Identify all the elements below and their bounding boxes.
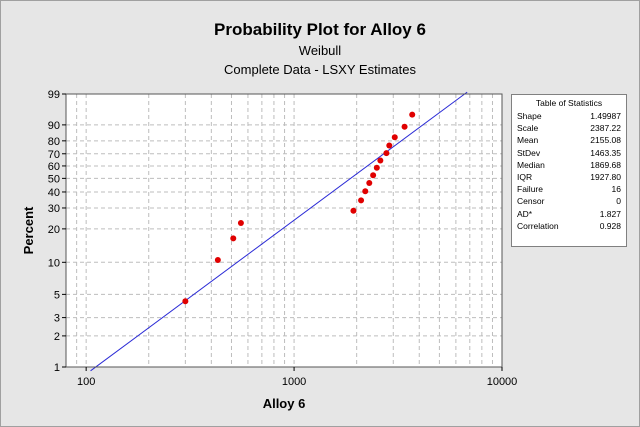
y-axis-title: Percent <box>21 206 36 254</box>
statistics-label: Mean <box>517 135 539 146</box>
statistics-row: Censor 0 <box>512 195 626 207</box>
chart-subtitle-method: Complete Data - LSXY Estimates <box>224 62 416 77</box>
statistics-row: Median 1869.68 <box>512 159 626 171</box>
y-tick-label: 50 <box>48 173 60 185</box>
statistics-table: Table of Statistics Shape 1.49987 Scale 238… <box>511 94 627 247</box>
plot-border <box>65 93 503 368</box>
data-point <box>366 179 373 186</box>
data-point <box>370 172 377 179</box>
x-tick-label: 1000 <box>282 376 306 388</box>
y-tick-label: 20 <box>48 224 60 236</box>
statistics-label: Shape <box>517 111 542 121</box>
data-point <box>401 123 408 130</box>
y-tick-label: 40 <box>48 187 60 199</box>
statistics-label: Median <box>517 159 545 170</box>
data-point <box>350 207 357 214</box>
y-tick-label: 2 <box>54 331 60 343</box>
statistics-value: 1463.35 <box>590 147 621 158</box>
statistics-value: 2155.08 <box>590 135 621 146</box>
statistics-value: 1927.80 <box>590 171 621 182</box>
y-tick-label: 3 <box>54 313 60 325</box>
data-point <box>409 111 416 118</box>
statistics-value: 1869.68 <box>590 159 621 170</box>
statistics-row: Shape 1.49987 <box>512 110 626 122</box>
y-tick-label: 80 <box>48 136 60 148</box>
y-tick-label: 10 <box>48 257 60 269</box>
statistics-row: Mean 2155.08 <box>512 134 626 146</box>
x-axis-title: Alloy 6 <box>263 396 306 411</box>
data-point <box>358 197 365 204</box>
data-point <box>373 164 380 171</box>
data-point <box>362 188 369 195</box>
statistics-value: 2387.22 <box>590 123 621 134</box>
statistics-label: StDev <box>517 147 541 158</box>
statistics-row: Scale 2387.22 <box>512 122 626 134</box>
y-tick-label: 30 <box>48 203 60 215</box>
chart-title: Probability Plot for Alloy 6 <box>214 20 426 39</box>
data-point <box>230 235 237 242</box>
fitted-line <box>90 91 468 372</box>
statistics-label: AD* <box>517 208 533 219</box>
statistics-label: Correlation <box>517 220 559 231</box>
statistics-label: Censor <box>517 196 545 207</box>
y-tick-label: 5 <box>54 289 60 301</box>
y-tick-label: 70 <box>48 149 60 161</box>
statistics-row: StDev 1463.35 <box>512 147 626 159</box>
data-point <box>383 150 390 157</box>
statistics-value: 16 <box>611 184 621 195</box>
data-point <box>377 157 384 164</box>
statistics-row: Failure 16 <box>512 183 626 195</box>
statistics-value: 1.49987 <box>590 111 621 121</box>
y-tick-label: 60 <box>48 161 60 173</box>
data-point <box>182 298 189 305</box>
plot-area <box>66 94 502 367</box>
data-point <box>237 219 244 226</box>
statistics-value: 1.827 <box>599 208 621 219</box>
data-point <box>214 257 221 264</box>
data-point <box>386 142 393 149</box>
y-tick-label: 99 <box>48 89 60 101</box>
statistics-value: 0.928 <box>599 220 621 231</box>
data-point <box>391 134 398 141</box>
statistics-row: AD* 1.827 <box>512 208 626 220</box>
y-tick-label: 90 <box>48 120 60 132</box>
x-tick-label: 10000 <box>487 376 518 388</box>
statistics-label: IQR <box>517 171 533 182</box>
statistics-value: 0 <box>616 196 621 207</box>
y-tick-label: 1 <box>54 362 60 374</box>
statistics-row: Correlation 0.928 <box>512 220 626 232</box>
statistics-label: Failure <box>517 184 543 195</box>
statistics-row: IQR 1927.80 <box>512 171 626 183</box>
x-tick-label: 100 <box>77 376 95 388</box>
statistics-table-header: Table of Statistics <box>535 98 603 108</box>
chart-subtitle-distribution: Weibull <box>298 43 342 58</box>
statistics-label: Scale <box>517 123 539 134</box>
